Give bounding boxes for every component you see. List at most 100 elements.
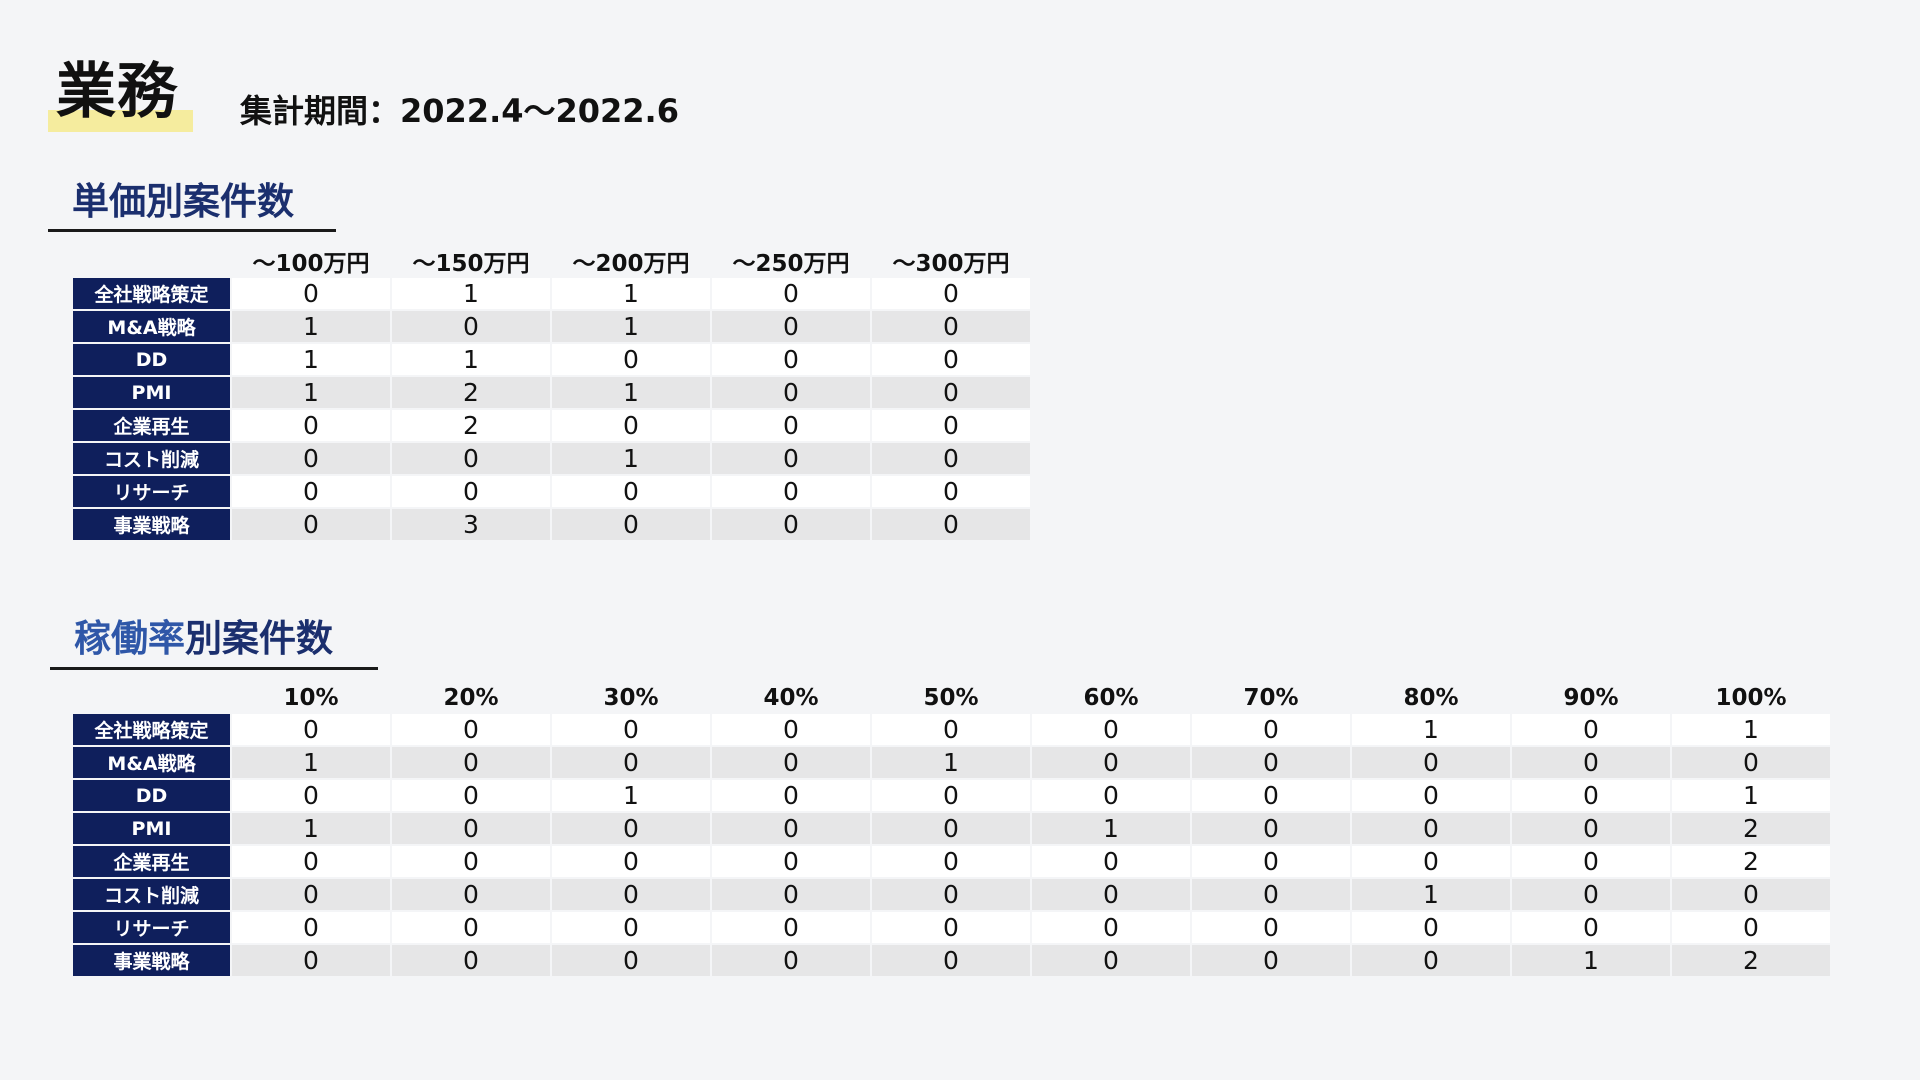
table-cell: 0: [872, 509, 1030, 542]
table-cell: 0: [1192, 879, 1350, 912]
table-row: PMI 1 2 1 0 0: [73, 377, 1030, 410]
table-cell: 0: [392, 747, 550, 780]
table-corner: [73, 244, 230, 278]
table-cell: 0: [552, 945, 710, 978]
table-cell: 0: [1512, 846, 1670, 879]
table-cell: 0: [232, 443, 390, 476]
table-cell: 0: [872, 780, 1030, 813]
table-cell: 0: [1672, 912, 1830, 945]
table-cell: 0: [712, 476, 870, 509]
column-header: 10%: [283, 685, 339, 711]
row-header: リサーチ: [73, 476, 230, 509]
table-row: 全社戦略策定 0 0 0 0 0 0 0 1 0 1: [73, 714, 1830, 747]
table-cell: 0: [552, 509, 710, 542]
table-cell: 0: [232, 945, 390, 978]
row-header: リサーチ: [73, 912, 230, 945]
column-header: 30%: [603, 685, 659, 711]
table-cell: 0: [872, 476, 1030, 509]
table-row: DD 0 0 1 0 0 0 0 0 0 1: [73, 780, 1830, 813]
table-cell: 0: [712, 311, 870, 344]
table-cell: 0: [1192, 912, 1350, 945]
table-row: PMI 1 0 0 0 0 1 0 0 0 2: [73, 813, 1830, 846]
table-cell: 0: [232, 714, 390, 747]
table-cell: 0: [712, 410, 870, 443]
table-cell: 0: [232, 278, 390, 311]
table-row: リサーチ 0 0 0 0 0 0 0 0 0 0: [73, 912, 1830, 945]
row-header: コスト削減: [73, 879, 230, 912]
column-header: 80%: [1403, 685, 1459, 711]
table-cell: 0: [232, 476, 390, 509]
table-cell: 0: [232, 846, 390, 879]
table-cell: 0: [872, 377, 1030, 410]
table-cell: 3: [392, 509, 550, 542]
table-cell: 0: [872, 410, 1030, 443]
table-cell: 0: [1032, 714, 1190, 747]
table-row: 事業戦略 0 0 0 0 0 0 0 0 1 2: [73, 945, 1830, 978]
table-row: 企業再生 0 0 0 0 0 0 0 0 0 2: [73, 846, 1830, 879]
table-cell: 0: [712, 714, 870, 747]
table-cell: 1: [1512, 945, 1670, 978]
row-header: PMI: [73, 813, 230, 846]
table-cell: 0: [552, 846, 710, 879]
column-header: 50%: [923, 685, 979, 711]
table-cell: 0: [872, 278, 1030, 311]
table-cell: 0: [872, 879, 1030, 912]
table-cell: 1: [1672, 780, 1830, 813]
table-cell: 0: [1512, 714, 1670, 747]
table-cell: 0: [1512, 747, 1670, 780]
table-cell: 0: [232, 879, 390, 912]
row-header: 事業戦略: [73, 945, 230, 978]
table-cell: 0: [1352, 747, 1510, 780]
table-cell: 0: [392, 879, 550, 912]
column-header: 100%: [1715, 685, 1787, 711]
row-header: M&A戦略: [73, 311, 230, 344]
table-cell: 1: [1032, 813, 1190, 846]
table-cell: 0: [1192, 813, 1350, 846]
table-cell: 1: [872, 747, 1030, 780]
table-cell: 0: [872, 714, 1030, 747]
table-row: M&A戦略 1 0 0 0 1 0 0 0 0 0: [73, 747, 1830, 780]
table-cell: 0: [1032, 879, 1190, 912]
row-header: 全社戦略策定: [73, 714, 230, 747]
page-title-block: 業務: [48, 58, 193, 134]
price-table: 〜100万円 〜150万円 〜200万円 〜250万円 〜300万円 全社戦略策…: [71, 244, 1032, 542]
table-cell: 0: [712, 912, 870, 945]
table-row: 事業戦略 0 3 0 0 0: [73, 509, 1030, 542]
title-highlight-bar: [48, 110, 193, 132]
table-cell: 1: [232, 747, 390, 780]
table-cell: 0: [1192, 846, 1350, 879]
table-cell: 0: [712, 945, 870, 978]
table-cell: 0: [872, 912, 1030, 945]
column-header: 〜300万円: [892, 251, 1010, 277]
price-section-rule: [48, 229, 336, 232]
table-cell: 0: [712, 377, 870, 410]
row-header: PMI: [73, 377, 230, 410]
table-cell: 1: [552, 780, 710, 813]
row-header: 全社戦略策定: [73, 278, 230, 311]
table-cell: 0: [1512, 813, 1670, 846]
table-cell: 0: [232, 410, 390, 443]
table-cell: 0: [1512, 879, 1670, 912]
page-title: 業務: [56, 57, 178, 127]
column-header: 〜250万円: [732, 251, 850, 277]
table-row: 全社戦略策定 0 1 1 0 0: [73, 278, 1030, 311]
column-header: 〜150万円: [412, 251, 530, 277]
table-row: DD 1 1 0 0 0: [73, 344, 1030, 377]
table-cell: 0: [872, 846, 1030, 879]
row-header: 事業戦略: [73, 509, 230, 542]
table-cell: 1: [392, 344, 550, 377]
table-row: 企業再生 0 2 0 0 0: [73, 410, 1030, 443]
table-cell: 0: [712, 813, 870, 846]
table-cell: 1: [1352, 879, 1510, 912]
table-cell: 0: [712, 780, 870, 813]
table-cell: 1: [1352, 714, 1510, 747]
table-cell: 0: [1352, 813, 1510, 846]
table-cell: 0: [872, 945, 1030, 978]
table-cell: 0: [1672, 879, 1830, 912]
row-header: コスト削減: [73, 443, 230, 476]
table-cell: 0: [1032, 912, 1190, 945]
table-cell: 0: [1192, 780, 1350, 813]
table-corner: [73, 682, 230, 714]
table-cell: 0: [552, 714, 710, 747]
table-cell: 0: [1192, 945, 1350, 978]
